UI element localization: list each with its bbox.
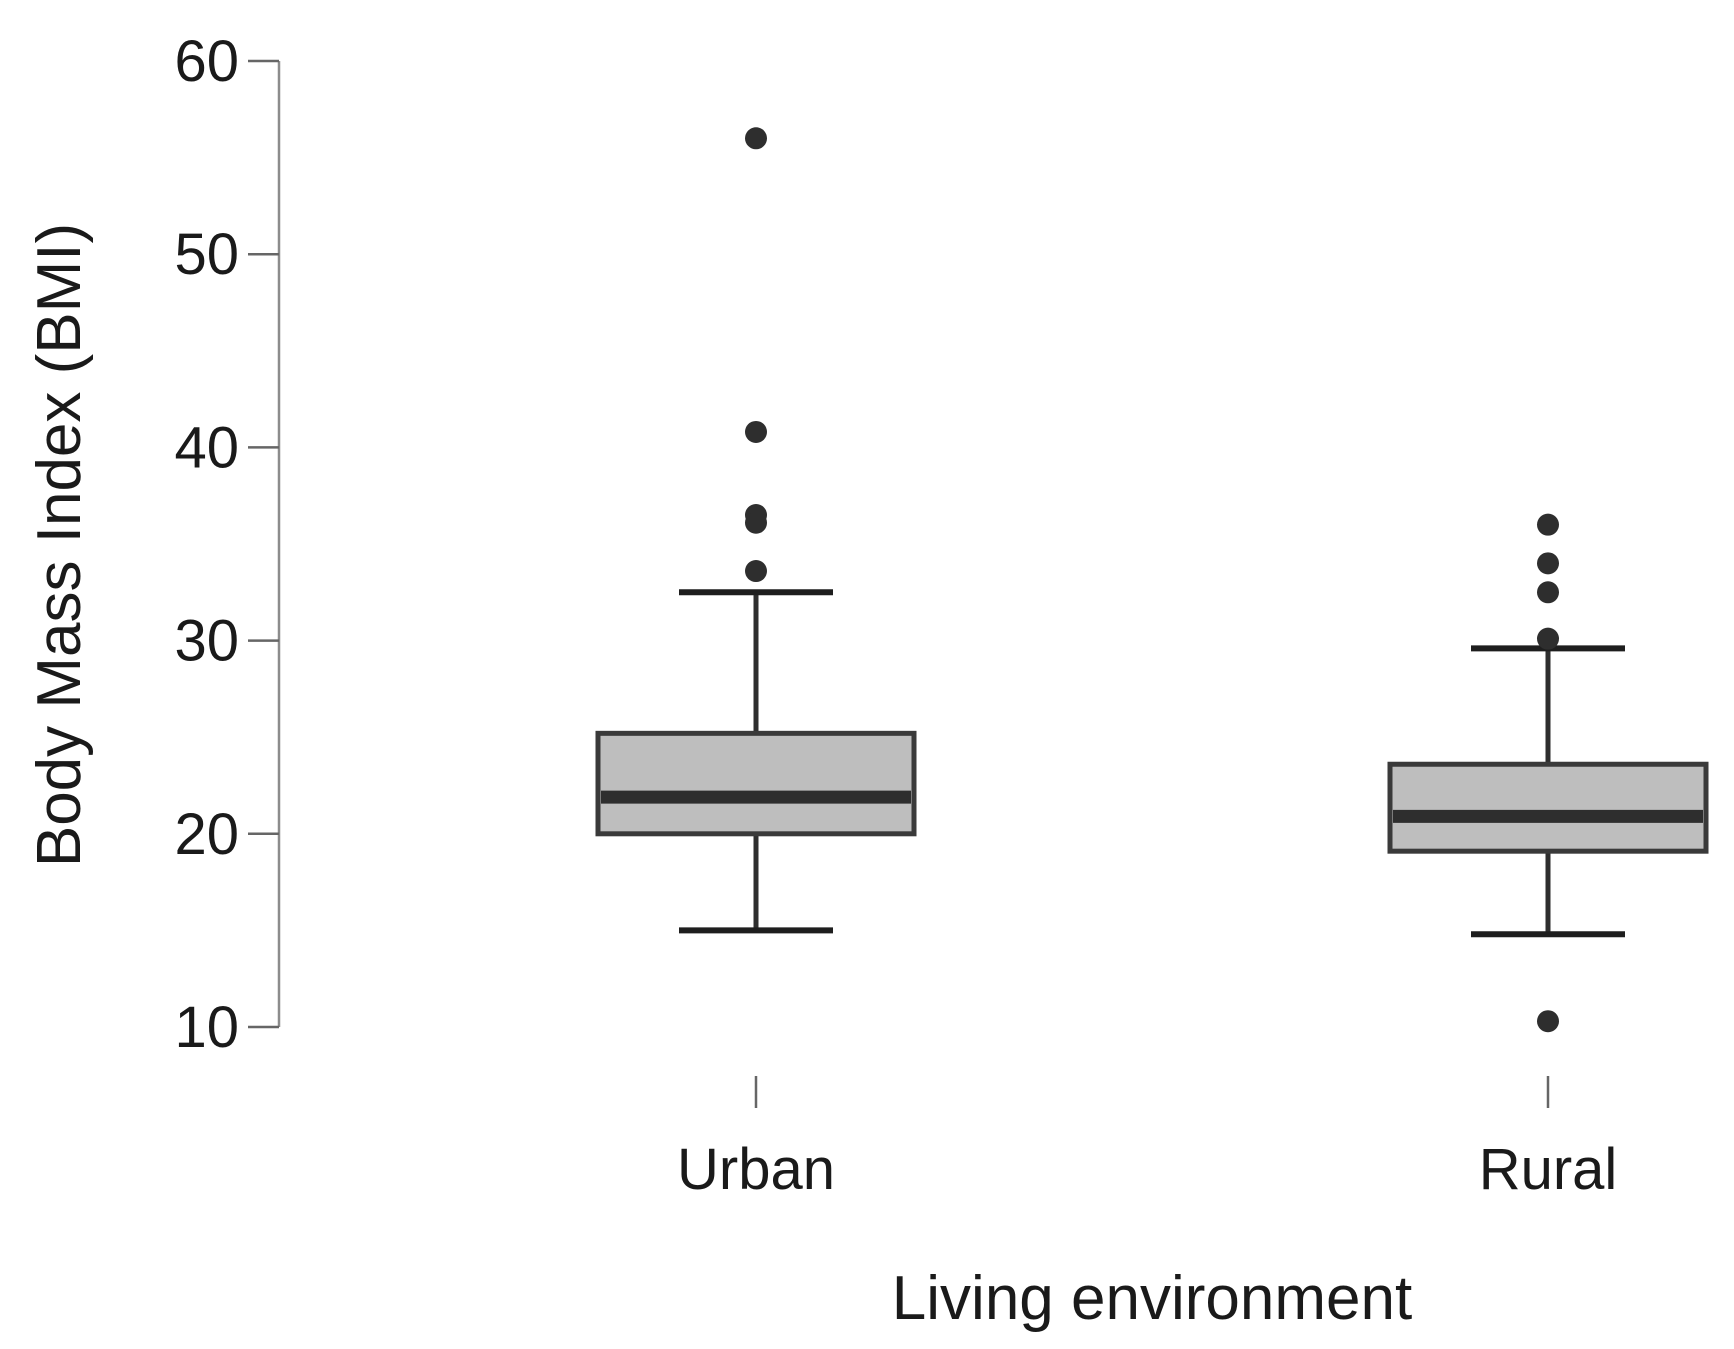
y-tick-label: 60 [174,29,239,94]
outlier-point [1537,552,1559,575]
outlier-point [745,560,767,583]
x-tick-label: Rural [1479,1137,1618,1202]
box-group-rural [1387,513,1709,1033]
y-tick-label: 50 [174,222,239,287]
y-tick-label: 20 [174,802,239,867]
outlier-point [1537,627,1559,650]
x-axis-title: Living environment [892,1264,1412,1333]
y-tick-label: 30 [174,609,239,674]
x-axis: Urban Rural [677,1076,1617,1202]
iqr-box [1387,761,1709,854]
iqr-box [595,730,917,837]
y-tick-label: 40 [174,415,239,480]
outlier-point [745,511,767,534]
box-group-urban [595,127,917,934]
y-tick-label: 10 [174,995,239,1060]
x-tick-label: Urban [677,1137,835,1202]
outlier-point [745,127,767,150]
outlier-point [1537,581,1559,604]
boxes-layer [595,127,1709,1033]
outlier-point [1537,513,1559,536]
outlier-point [1537,1010,1559,1033]
y-axis: 10 20 30 40 50 60 [174,29,281,1060]
outlier-point [745,420,767,443]
y-axis-title: Body Mass Index (BMI) [25,223,94,867]
